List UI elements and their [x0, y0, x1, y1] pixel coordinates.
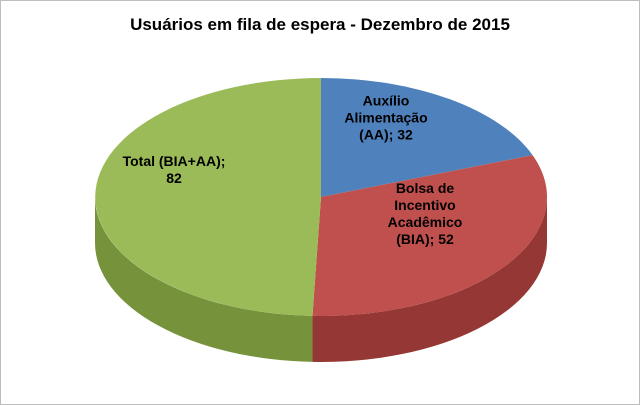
pie-slice-total [95, 78, 321, 316]
data-label-total: Total (BIA+AA); 82 [122, 153, 226, 186]
pie-side-total [95, 197, 313, 362]
pie-slice-aa [321, 78, 533, 197]
data-label-bolsa-incentivo: Bolsa de Incentivo Acadêmico (BIA); 52 [387, 180, 463, 247]
pie-slice-bia [312, 155, 547, 316]
pie-side-bia [312, 197, 547, 362]
data-label-auxilio-alimentacao: Auxílio Alimentação (AA); 32 [344, 92, 428, 143]
chart-title: Usuários em fila de espera - Dezembro de… [130, 15, 510, 34]
